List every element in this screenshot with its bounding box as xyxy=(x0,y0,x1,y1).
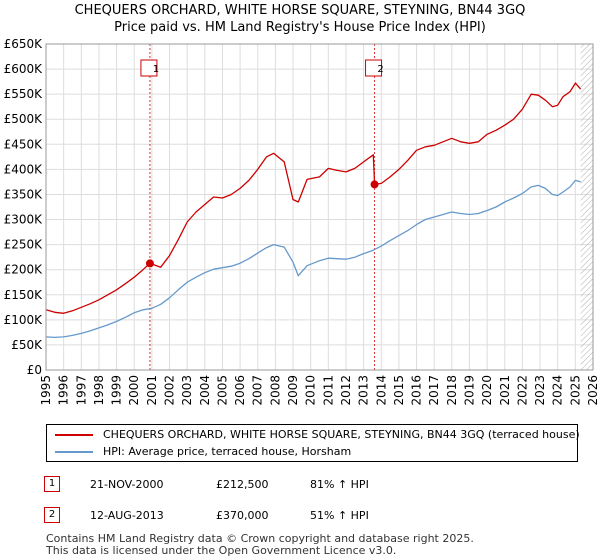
sale-point xyxy=(145,259,154,268)
y-tick-label: £450K xyxy=(4,137,44,151)
x-tick-label: 2012 xyxy=(339,375,353,406)
x-tick-label: 2004 xyxy=(198,375,212,406)
x-tick-label: 1996 xyxy=(57,375,71,406)
sale-hpi-change: 81% ↑ HPI xyxy=(310,478,369,491)
legend-swatch-hpi xyxy=(55,451,93,453)
x-tick-label: 2008 xyxy=(268,375,282,406)
sale-hpi-change: 51% ↑ HPI xyxy=(310,509,369,522)
sale-row: 1 21-NOV-2000 £212,500 81% ↑ HPI xyxy=(0,474,600,496)
y-tick-label: £300K xyxy=(4,213,44,227)
sale-date: 12-AUG-2013 xyxy=(90,509,164,522)
sale-row: 2 12-AUG-2013 £370,000 51% ↑ HPI xyxy=(0,505,600,527)
x-tick-label: 2017 xyxy=(427,375,441,406)
x-tick-label: 2019 xyxy=(462,375,476,406)
x-tick-label: 2024 xyxy=(551,375,565,406)
sale-marker-label: 1 xyxy=(153,64,159,75)
forecast-hatch xyxy=(580,44,593,370)
sale-price: £212,500 xyxy=(216,478,269,491)
sale-point xyxy=(370,180,379,189)
x-tick-label: 1997 xyxy=(74,375,88,406)
y-tick-label: £250K xyxy=(4,238,44,252)
chart-title: CHEQUERS ORCHARD, WHITE HORSE SQUARE, ST… xyxy=(74,3,526,18)
legend: CHEQUERS ORCHARD, WHITE HORSE SQUARE, ST… xyxy=(46,424,580,462)
property-price-line xyxy=(45,82,582,314)
price-chart: 1 2 £0 £50K £100K £150K £200K £250K £300K £350K £… xyxy=(4,37,600,406)
y-tick-label: £200K xyxy=(4,263,44,277)
sale-marker-box xyxy=(140,59,158,77)
x-tick-label: 2025 xyxy=(568,375,582,406)
plot-area xyxy=(46,44,593,370)
x-tick-label: 2006 xyxy=(233,375,247,406)
x-tick-label: 2018 xyxy=(445,375,459,406)
x-tick-label: 2015 xyxy=(392,375,406,406)
y-tick-label: £500K xyxy=(4,112,44,126)
sale-marker-box xyxy=(365,59,383,77)
x-tick-label: 2022 xyxy=(515,375,529,406)
sale-marker-label: 2 xyxy=(377,64,383,75)
x-tick-label: 2001 xyxy=(145,375,159,406)
y-tick-label: £650K xyxy=(4,37,44,51)
x-tick-label: 2000 xyxy=(127,375,141,406)
x-tick-label: 2007 xyxy=(251,375,265,406)
x-tick-label: 2002 xyxy=(163,375,177,406)
y-tick-label: £400K xyxy=(4,162,44,176)
x-tick-label: 2010 xyxy=(304,375,318,406)
x-tick-label: 2026 xyxy=(586,375,600,406)
sale-number-badge: 2 xyxy=(44,507,60,523)
x-tick-label: 2011 xyxy=(321,375,335,406)
x-tick-label: 2020 xyxy=(480,375,494,406)
plot-border xyxy=(45,43,594,371)
x-tick-label: 2005 xyxy=(215,375,229,406)
y-tick-label: £100K xyxy=(4,313,44,327)
hpi-line xyxy=(45,179,581,339)
x-tick-label: 2014 xyxy=(374,375,388,406)
x-tick-label: 2016 xyxy=(410,375,424,406)
footer-copyright: Contains HM Land Registry data © Crown c… xyxy=(46,532,474,545)
x-tick-label: 1999 xyxy=(110,375,124,406)
chart-subtitle: Price paid vs. HM Land Registry's House … xyxy=(114,20,486,35)
y-tick-label: £0 xyxy=(27,363,42,377)
y-tick-label: £150K xyxy=(4,288,44,302)
x-tick-label: 2003 xyxy=(180,375,194,406)
y-tick-label: £50K xyxy=(11,338,43,352)
y-tick-label: £350K xyxy=(4,187,44,201)
x-tick-label: 1995 xyxy=(39,375,53,406)
grid xyxy=(45,43,594,371)
y-tick-label: £600K xyxy=(4,62,44,76)
x-tick-label: 2021 xyxy=(498,375,512,406)
legend-swatch-property xyxy=(55,434,93,436)
legend-label-property: CHEQUERS ORCHARD, WHITE HORSE SQUARE, ST… xyxy=(103,428,580,441)
y-tick-label: £550K xyxy=(4,87,44,101)
x-tick-label: 2023 xyxy=(533,375,547,406)
sale-date: 21-NOV-2000 xyxy=(90,478,164,491)
x-tick-label: 1998 xyxy=(92,375,106,406)
legend-label-hpi: HPI: Average price, terraced house, Hors… xyxy=(103,445,352,458)
sale-number-badge: 1 xyxy=(44,476,60,492)
x-tick-label: 2009 xyxy=(286,375,300,406)
sale-price: £370,000 xyxy=(216,509,269,522)
footer-license: This data is licensed under the Open Gov… xyxy=(46,544,397,557)
x-tick-label: 2013 xyxy=(357,375,371,406)
